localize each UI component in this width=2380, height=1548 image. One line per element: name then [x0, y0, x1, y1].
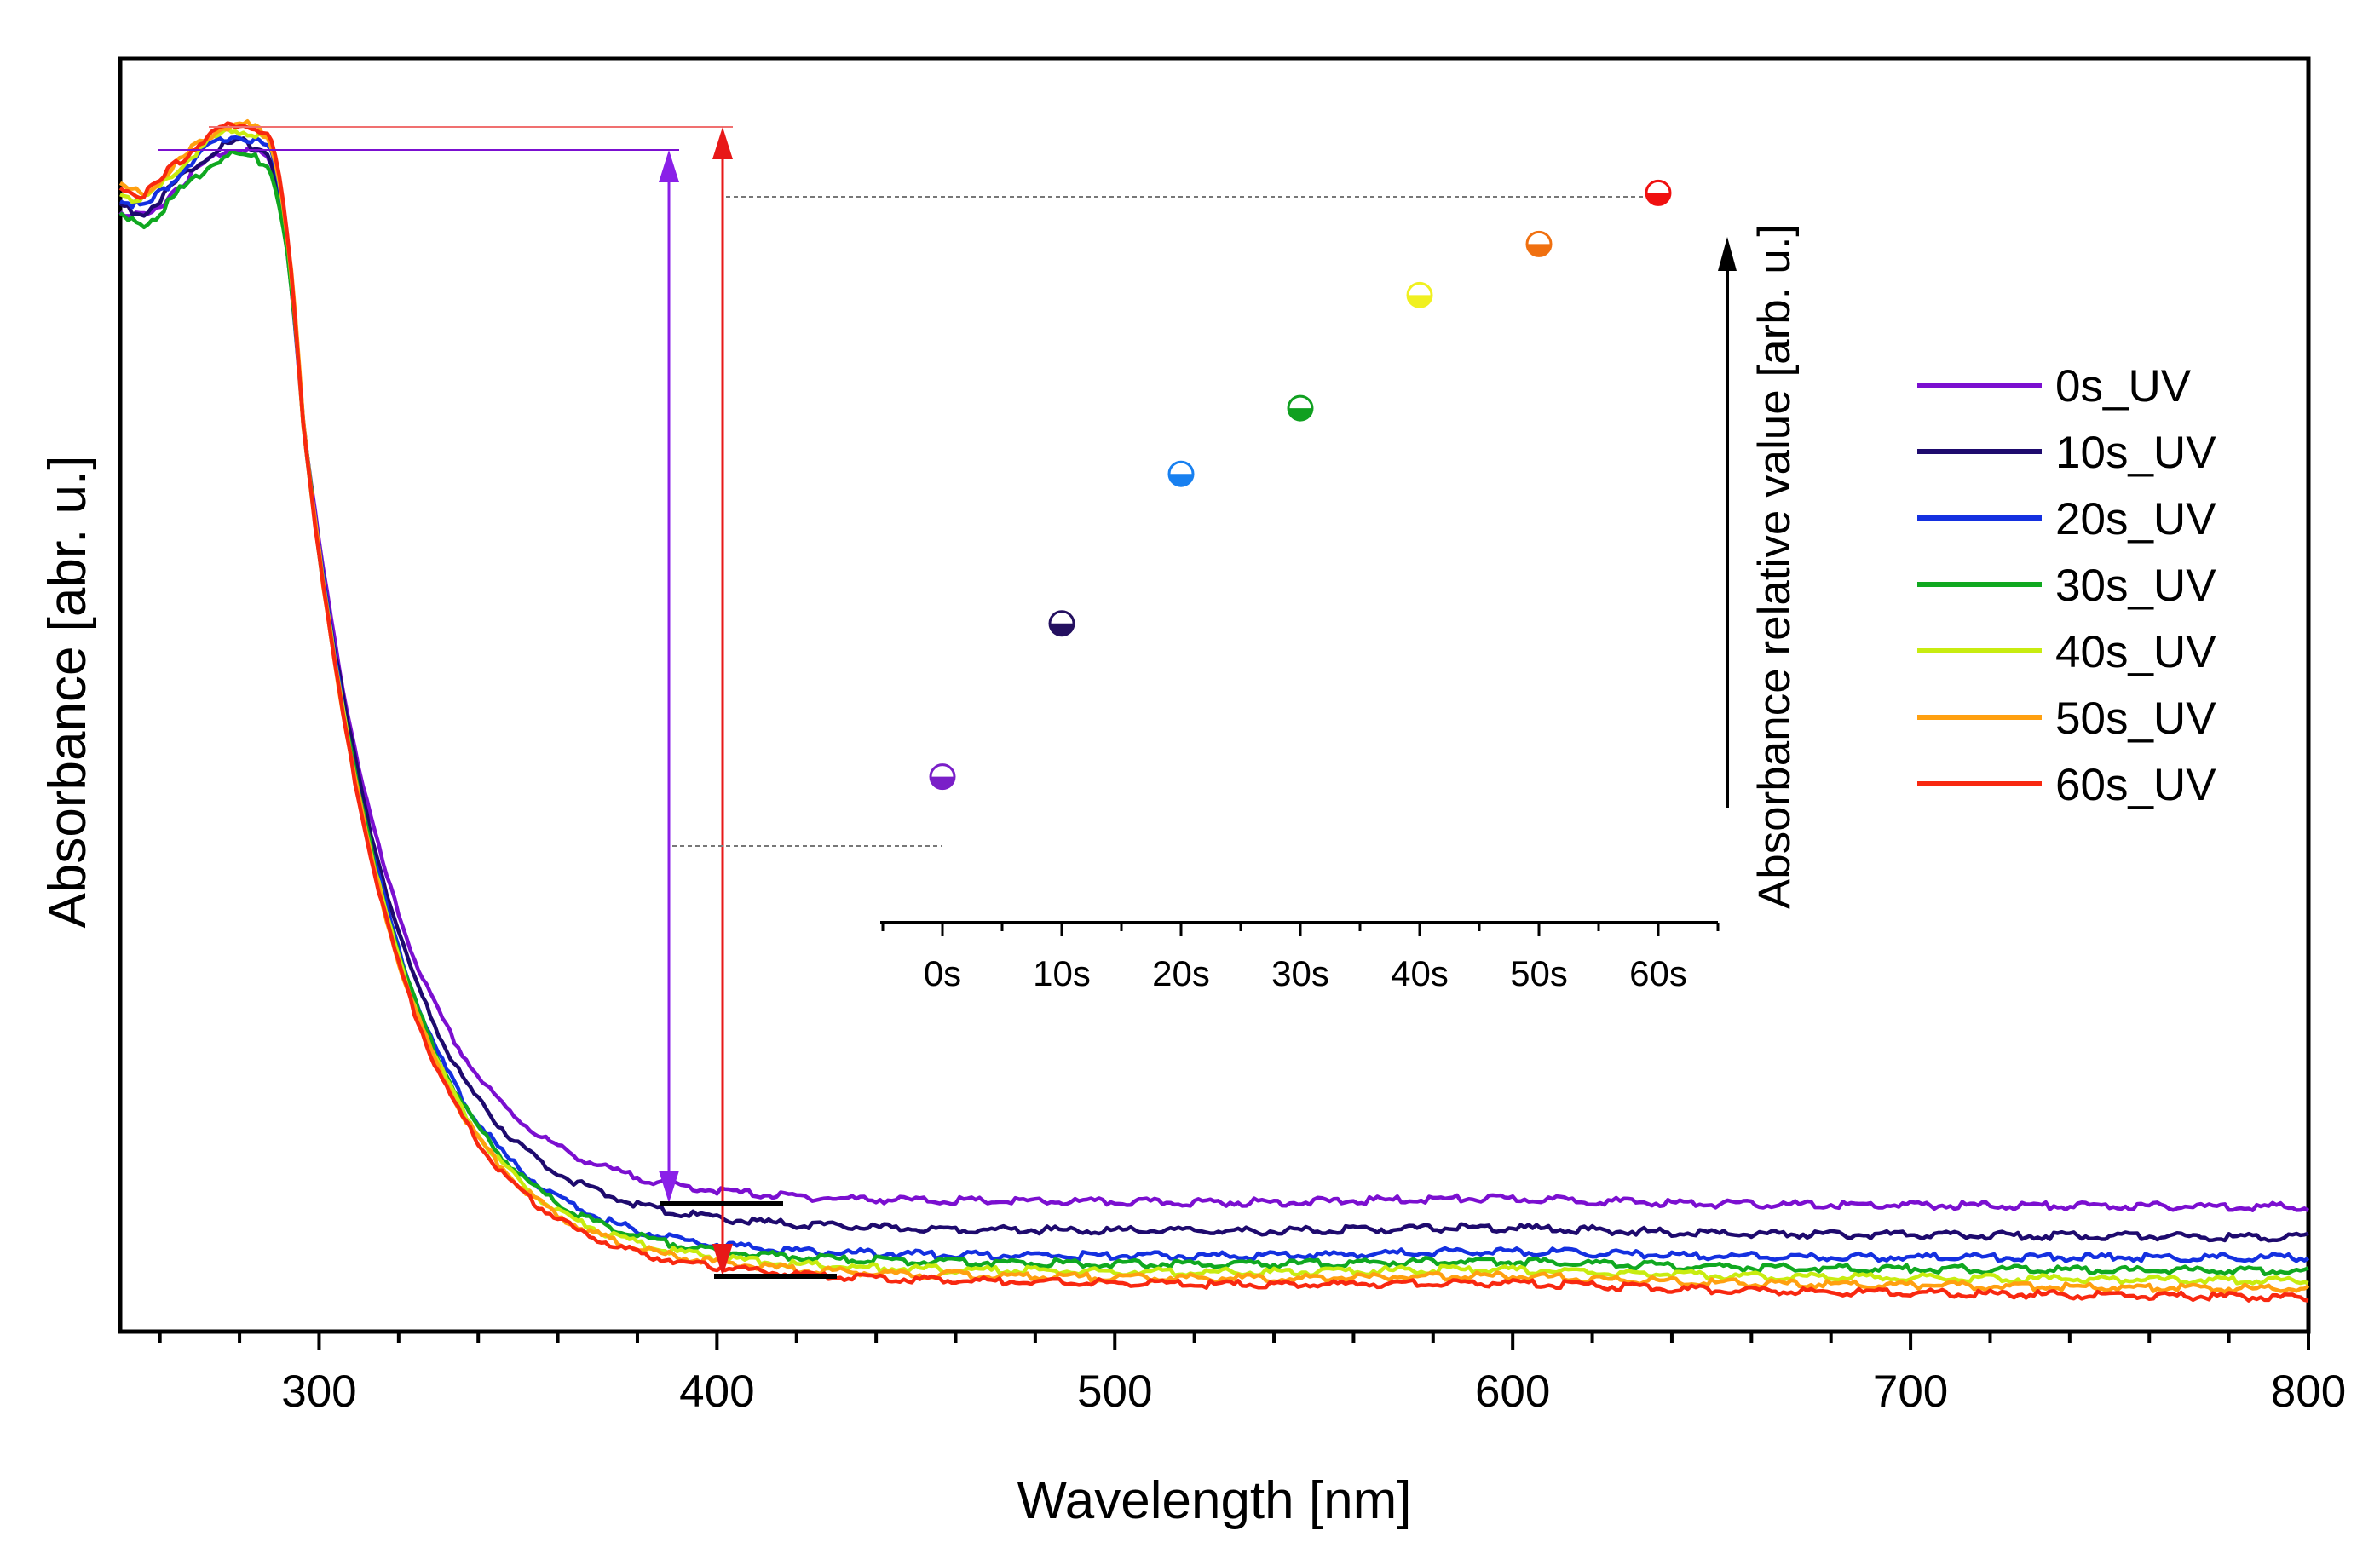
spectra-lines	[118, 119, 2310, 1303]
series-line-10s_UV	[118, 136, 2309, 1243]
series-line-30s_UV	[118, 149, 2309, 1277]
series-line-40s_UV	[119, 126, 2309, 1286]
x-axis-title: Wavelength [nm]	[1017, 1471, 1412, 1530]
arrow-0s-head-top	[659, 150, 679, 182]
x-tick-label: 800	[2271, 1367, 2346, 1417]
inset-point-60s	[1645, 179, 1672, 206]
y-axis-title: Absorbance [abr. u.]	[38, 456, 97, 929]
legend: 0s_UV 10s_UV 20s_UV 30s_UV 40s_UV 50s_UV 60s_U…	[1917, 361, 2216, 810]
series-line-50s_UV	[118, 119, 2310, 1295]
inset-tick-label: 40s	[1391, 953, 1449, 993]
legend-label: 40s_UV	[2055, 627, 2216, 677]
inset-point-50s	[1525, 230, 1553, 257]
inset-tick-label: 20s	[1152, 953, 1210, 993]
series-line-0s_UV	[118, 147, 2310, 1212]
inset-tick-label: 50s	[1510, 953, 1568, 993]
legend-label: 30s_UV	[2055, 561, 2216, 611]
arrow-60s-head-top	[712, 127, 733, 159]
arrow-0s-head-bottom	[659, 1171, 679, 1203]
inset-y-arrow-head	[1718, 237, 1737, 271]
inset-tick-label: 0s	[924, 953, 961, 993]
inset-point-10s	[1048, 610, 1075, 637]
inset-x-ticks: 0s 10s 20s 30s 40s 50s 60s	[881, 923, 1720, 993]
inset-tick-label: 60s	[1629, 953, 1687, 993]
series-line-60s_UV	[118, 121, 2309, 1303]
x-tick-label: 300	[281, 1367, 356, 1417]
arrow-60s-head-bottom	[712, 1244, 733, 1276]
inset-tick-label: 30s	[1271, 953, 1329, 993]
inset-points	[929, 179, 1672, 791]
legend-label: 10s_UV	[2055, 428, 2216, 478]
x-tick-label: 400	[679, 1367, 754, 1417]
inset-point-0s	[929, 763, 956, 791]
legend-label: 0s_UV	[2055, 361, 2192, 411]
inset-y-axis-title: Absorbance relative value [arb. u.]	[1749, 224, 1800, 909]
plot-frame	[118, 56, 2311, 1334]
x-tick-label: 700	[1873, 1367, 1948, 1417]
inset-point-30s	[1287, 394, 1314, 422]
x-axis-ticks: 300 400 500 600 700 800	[158, 1332, 2346, 1417]
inset-tick-label: 10s	[1033, 953, 1091, 993]
legend-label: 20s_UV	[2055, 494, 2216, 544]
legend-label: 50s_UV	[2055, 693, 2216, 744]
x-tick-label: 500	[1077, 1367, 1152, 1417]
inset-chart: 0s 10s 20s 30s 40s 50s 60s Absorbance relative…	[880, 179, 1800, 993]
difference-annotations	[158, 126, 1658, 1279]
inset-point-40s	[1406, 281, 1433, 308]
x-tick-label: 600	[1475, 1367, 1550, 1417]
legend-label: 60s_UV	[2055, 760, 2216, 810]
inset-point-20s	[1167, 460, 1195, 487]
